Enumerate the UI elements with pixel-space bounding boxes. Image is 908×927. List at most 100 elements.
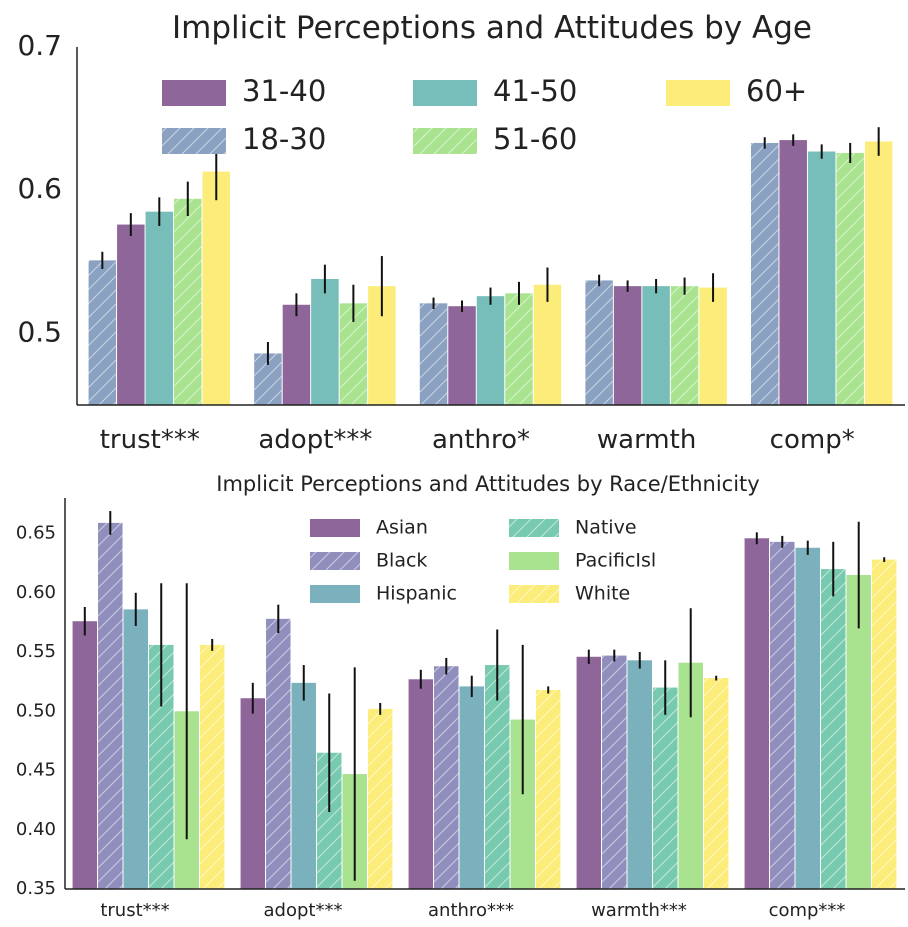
- legend-swatch-hispanic: [310, 585, 360, 603]
- legend-swatch-hatch-white: [509, 585, 559, 603]
- legend-item-60: 60+: [666, 74, 807, 108]
- bar-60-warmth: [699, 287, 727, 405]
- chart-title: Implicit Perceptions and Attitudes by Ag…: [172, 10, 812, 46]
- bar-hatch-white-warmth: [703, 678, 729, 889]
- bar-60-trust: [202, 171, 231, 405]
- legend-item-asian: Asian: [310, 517, 428, 539]
- legend-label-pacificisl: PacificIsl: [575, 550, 656, 572]
- legend-swatch-pacificisl: [509, 552, 559, 570]
- legend-label-51-60: 51-60: [493, 122, 577, 156]
- bar-hatch-black-adopt: [266, 618, 291, 889]
- series-native: [149, 541, 846, 889]
- legend-item-white: White: [509, 583, 630, 605]
- bar-asian-warmth: [576, 656, 602, 889]
- bar-hatch-native-anthro: [485, 665, 510, 889]
- x-tick-label-adopt: adopt***: [258, 425, 372, 455]
- x-tick-label-adopt: adopt***: [264, 900, 343, 921]
- y-tick-label: 0.5: [17, 315, 62, 348]
- series-51-60: [174, 142, 864, 405]
- bar-hatch-18-30-warmth: [585, 280, 613, 405]
- bar-hatch-native-warmth: [653, 687, 678, 889]
- legend-item-black: Black: [310, 550, 427, 572]
- x-tick-label-trust: trust***: [100, 900, 169, 921]
- series-18-30: [88, 137, 779, 405]
- bar-hatch-51-60-warmth: [670, 286, 699, 405]
- legend-swatch-hatch-51-60: [413, 128, 477, 154]
- series-31-40: [117, 134, 807, 405]
- legend-label-native: Native: [575, 517, 637, 539]
- legend-swatch-41-50: [413, 80, 477, 106]
- bar-hatch-white-comp: [871, 559, 897, 889]
- bar-41-50-adopt: [311, 278, 339, 405]
- bar-asian-adopt: [240, 698, 266, 889]
- legend-swatch-hatch-native: [509, 519, 559, 537]
- x-tick-label-anthro: anthro***: [428, 900, 514, 921]
- legend-label-white: White: [575, 583, 630, 605]
- bar-hatch-51-60-anthro: [505, 293, 533, 405]
- series-41-50: [145, 144, 836, 405]
- chart-title: Implicit Perceptions and Attitudes by Ra…: [216, 472, 759, 496]
- bar-31-40-adopt: [282, 304, 311, 405]
- legend-item-hispanic: Hispanic: [310, 583, 457, 605]
- legend-item-31-40: 31-40: [162, 74, 326, 108]
- legend: 31-40 41-50 60+ 18-30 51-60: [162, 74, 807, 156]
- age-panel: Implicit Perceptions and Attitudes by Ag…: [17, 10, 905, 455]
- bar-asian-comp: [744, 538, 770, 889]
- bar-hispanic-comp: [795, 547, 820, 889]
- legend-label-hispanic: Hispanic: [376, 583, 457, 605]
- legend-swatch-hatch-black: [310, 552, 360, 570]
- x-tick-label-warmth: warmth: [597, 425, 696, 455]
- bar-60-comp: [864, 141, 893, 405]
- bar-hatch-black-trust: [98, 522, 123, 889]
- bar-41-50-anthro: [476, 296, 505, 405]
- legend-item-41-50: 41-50: [413, 74, 577, 108]
- bar-hatch-white-anthro: [535, 689, 561, 889]
- y-tick-label: 0.55: [16, 641, 56, 662]
- bar-31-40-anthro: [448, 306, 476, 405]
- bar-41-50-trust: [145, 211, 174, 405]
- x-tick-label-comp: comp***: [769, 900, 846, 921]
- bar-hatch-white-trust: [199, 644, 225, 889]
- bar-hatch-18-30-anthro: [419, 303, 448, 405]
- series-60: [202, 127, 893, 405]
- bar-hatch-51-60-comp: [836, 152, 864, 405]
- legend-item-18-30: 18-30: [162, 122, 326, 156]
- series-asian: [72, 532, 770, 889]
- legend-label-41-50: 41-50: [493, 74, 577, 108]
- bar-31-40-warmth: [613, 286, 642, 405]
- bar-60-anthro: [533, 284, 562, 405]
- y-tick-label: 0.50: [16, 700, 56, 721]
- bar-41-50-comp: [807, 151, 836, 405]
- bar-hatch-51-60-trust: [174, 198, 202, 405]
- series-hispanic: [123, 540, 820, 889]
- bar-hatch-black-warmth: [602, 655, 627, 889]
- bar-hatch-black-anthro: [434, 666, 459, 889]
- bar-asian-trust: [72, 621, 98, 889]
- bar-hispanic-warmth: [627, 660, 652, 889]
- series-pacificisl: [174, 521, 871, 889]
- legend-label-31-40: 31-40: [242, 74, 326, 108]
- x-tick-label-warmth: warmth***: [591, 900, 687, 921]
- x-tick-label-trust: trust***: [100, 425, 200, 455]
- legend-label-18-30: 18-30: [242, 122, 326, 156]
- bar-31-40-comp: [779, 140, 807, 405]
- legend-label-black: Black: [376, 550, 427, 572]
- legend-swatch-asian: [310, 519, 360, 537]
- legend-item-51-60: 51-60: [413, 122, 577, 156]
- bar-hispanic-anthro: [459, 686, 484, 889]
- bar-41-50-warmth: [642, 286, 670, 405]
- y-tick-label: 0.40: [16, 819, 56, 840]
- x-tick-label-comp: comp*: [770, 425, 855, 455]
- x-tick-label-anthro: anthro*: [432, 425, 530, 455]
- legend: Asian Native Black PacificIsl Hispanic White: [310, 517, 656, 605]
- bar-31-40-trust: [117, 224, 145, 405]
- legend-label-60: 60+: [746, 74, 807, 108]
- bar-hispanic-adopt: [291, 682, 316, 889]
- bar-hatch-18-30-comp: [750, 142, 779, 405]
- race-panel: Implicit Perceptions and Attitudes by Ra…: [16, 472, 905, 921]
- y-tick-label: 0.7: [17, 29, 62, 62]
- y-tick-label: 0.65: [16, 523, 56, 544]
- series-white: [199, 557, 897, 889]
